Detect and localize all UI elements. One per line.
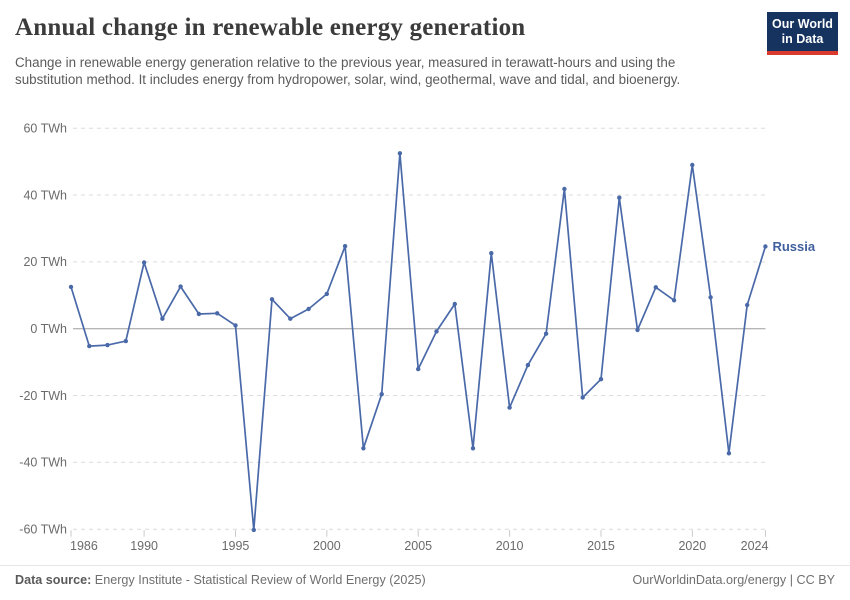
data-point-marker[interactable] bbox=[178, 284, 183, 289]
x-axis-tick-label: 2005 bbox=[404, 539, 432, 553]
x-axis-tick-label: 2015 bbox=[587, 539, 615, 553]
owid-logo-line2: in Data bbox=[781, 31, 824, 46]
data-point-marker[interactable] bbox=[580, 395, 585, 400]
data-point-marker[interactable] bbox=[543, 331, 549, 336]
data-point-marker[interactable] bbox=[324, 291, 329, 297]
data-point-marker[interactable] bbox=[653, 285, 658, 290]
data-point-marker[interactable] bbox=[397, 151, 403, 156]
data-point-marker[interactable] bbox=[233, 323, 238, 328]
data-point-marker[interactable] bbox=[196, 311, 202, 317]
owid-logo-line1: Our World bbox=[772, 17, 833, 31]
owid-logo[interactable]: Our World in Data bbox=[767, 12, 838, 55]
x-axis-tick-label: 2000 bbox=[313, 539, 341, 553]
data-point-marker[interactable] bbox=[690, 162, 695, 168]
data-point-marker[interactable] bbox=[379, 392, 384, 397]
data-point-marker[interactable] bbox=[763, 244, 768, 249]
y-axis-tick-label: 0 TWh bbox=[30, 322, 67, 336]
data-source-label: Data source: bbox=[15, 573, 92, 587]
data-point-marker[interactable] bbox=[635, 327, 640, 333]
data-point-marker[interactable] bbox=[708, 295, 713, 300]
data-point-marker[interactable] bbox=[342, 244, 348, 249]
data-point-marker[interactable] bbox=[434, 329, 439, 334]
data-point-marker[interactable] bbox=[470, 446, 476, 451]
data-point-marker[interactable] bbox=[507, 405, 512, 410]
footer: Data source: Energy Institute - Statisti… bbox=[15, 573, 835, 587]
data-point-marker[interactable] bbox=[68, 284, 74, 290]
series-line-russia[interactable] bbox=[70, 152, 767, 531]
data-point-marker[interactable] bbox=[745, 302, 750, 308]
y-axis-tick-label: -60 TWh bbox=[19, 523, 67, 537]
x-axis-tick-label: 1995 bbox=[222, 539, 250, 553]
y-axis-tick-label: -40 TWh bbox=[19, 456, 67, 470]
y-axis-tick-label: 40 TWh bbox=[23, 188, 67, 202]
chart-subtitle: Change in renewable energy generation re… bbox=[15, 55, 681, 88]
data-point-marker[interactable] bbox=[215, 311, 220, 316]
data-point-marker[interactable] bbox=[105, 342, 110, 348]
data-point-marker[interactable] bbox=[598, 377, 604, 382]
data-point-marker[interactable] bbox=[160, 316, 165, 321]
data-point-marker[interactable] bbox=[251, 527, 256, 533]
data-source-text: Data source: Energy Institute - Statisti… bbox=[15, 573, 426, 587]
x-axis-tick-label: 1990 bbox=[130, 539, 158, 553]
entity-label-russia[interactable]: Russia bbox=[772, 239, 815, 254]
page-title: Annual change in renewable energy genera… bbox=[15, 14, 526, 41]
data-point-marker[interactable] bbox=[87, 343, 92, 349]
data-point-marker[interactable] bbox=[671, 298, 677, 303]
data-point-marker[interactable] bbox=[617, 195, 622, 200]
credit-link[interactable]: OurWorldinData.org/energy | CC BY bbox=[632, 573, 835, 587]
data-point-marker[interactable] bbox=[306, 306, 311, 312]
data-point-marker[interactable] bbox=[361, 446, 366, 451]
data-point-marker[interactable] bbox=[123, 338, 128, 344]
x-axis-tick-label: 2024 bbox=[741, 539, 769, 553]
y-axis-tick-label: 20 TWh bbox=[23, 255, 67, 269]
chart-canvas[interactable]: 60 TWh 40 TWh 20 TWh 0 TWh -20 TWh -40 TWh -60… bbox=[0, 0, 850, 562]
data-point-marker[interactable] bbox=[726, 451, 732, 456]
data-point-marker[interactable] bbox=[141, 260, 147, 265]
y-axis-tick-label: 60 TWh bbox=[23, 121, 67, 135]
y-axis-tick-label: -20 TWh bbox=[19, 389, 67, 403]
data-point-marker[interactable] bbox=[525, 362, 531, 368]
data-point-marker[interactable] bbox=[288, 316, 293, 321]
data-point-marker[interactable] bbox=[416, 366, 421, 372]
data-point-marker[interactable] bbox=[452, 301, 457, 307]
data-point-marker[interactable] bbox=[269, 297, 275, 302]
x-axis-tick-label: 2020 bbox=[678, 539, 706, 553]
x-axis-tick-label: 2010 bbox=[496, 539, 524, 553]
data-point-marker[interactable] bbox=[489, 251, 494, 256]
data-point-marker[interactable] bbox=[562, 186, 567, 192]
footer-divider bbox=[0, 565, 850, 566]
x-axis-tick-label: 1986 bbox=[70, 539, 98, 553]
